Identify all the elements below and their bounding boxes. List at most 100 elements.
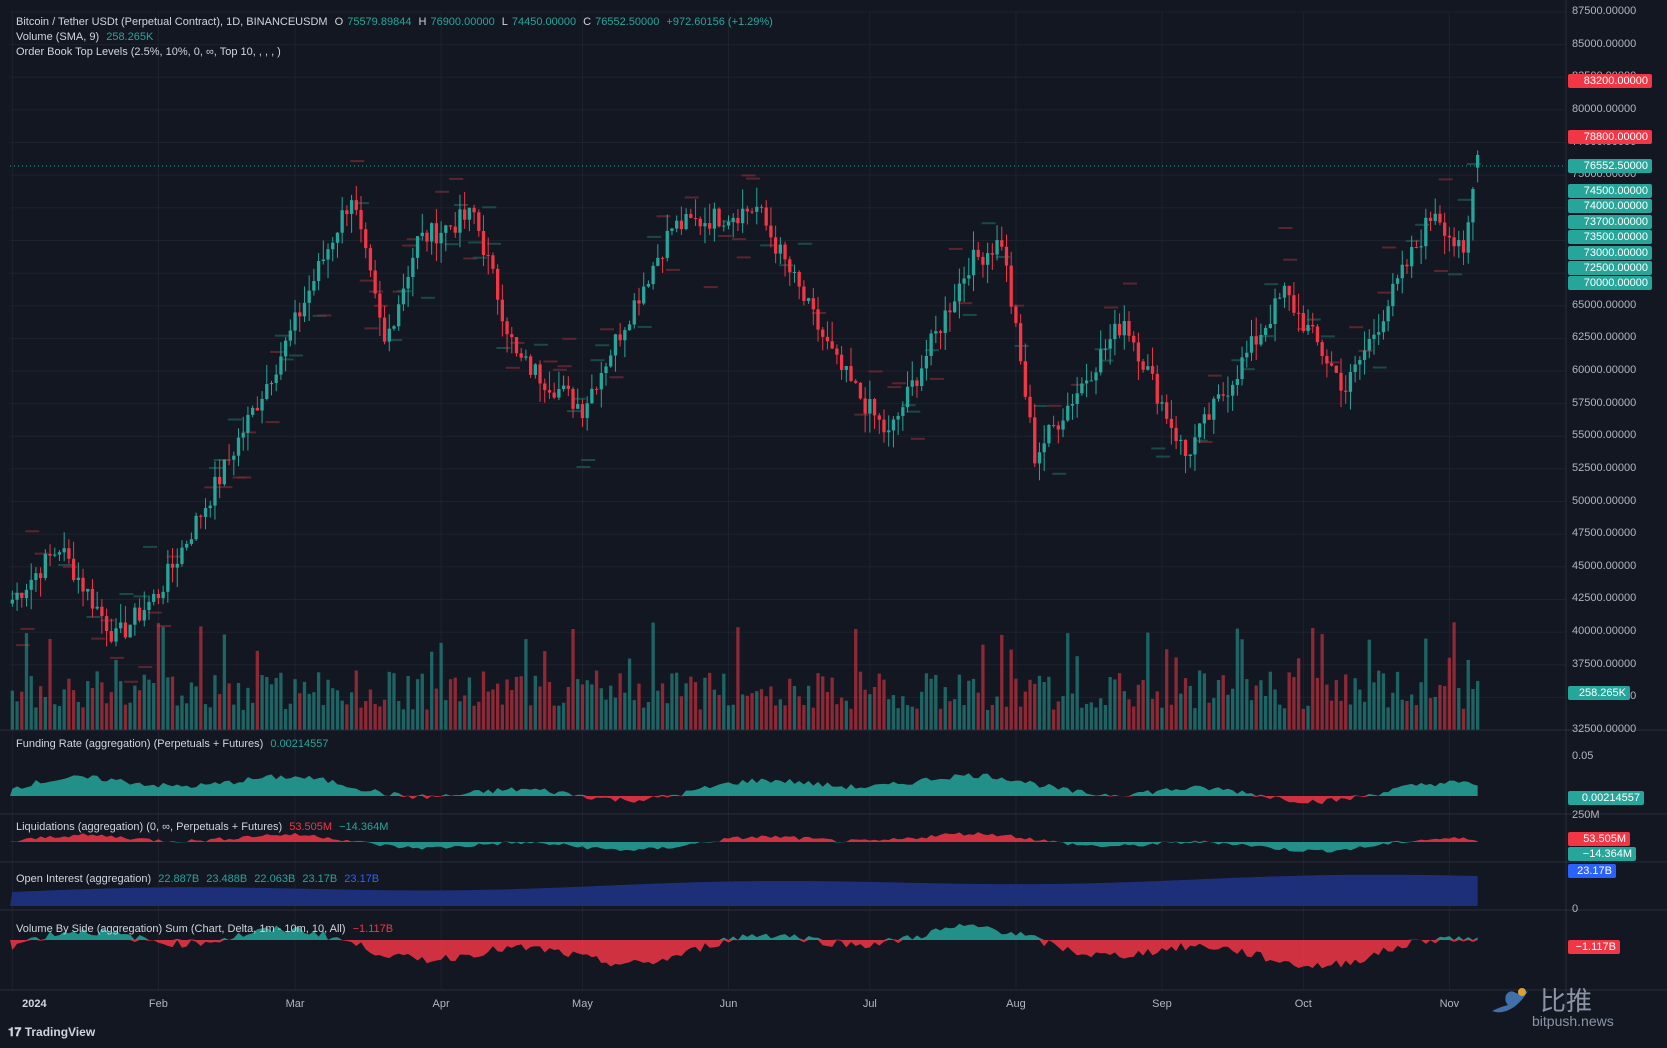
volume-bar xyxy=(392,673,396,730)
candle-body xyxy=(1009,265,1013,307)
candle-body xyxy=(90,588,95,609)
volume-bar xyxy=(920,691,924,730)
volume-bar xyxy=(764,696,768,730)
volume-bar xyxy=(910,706,914,730)
candle-body xyxy=(1004,246,1009,266)
candle-body xyxy=(283,340,288,357)
candle-body xyxy=(660,257,665,259)
candle-body xyxy=(1334,365,1338,373)
volume-bar xyxy=(156,623,161,730)
candle-body xyxy=(613,334,618,356)
candle-body xyxy=(656,257,660,266)
candle-body xyxy=(1028,396,1032,418)
candle-body xyxy=(863,398,867,414)
candle-body xyxy=(594,388,599,390)
volume-bar xyxy=(34,707,38,730)
time-tick: Jun xyxy=(719,998,738,1010)
volume-bar xyxy=(717,695,721,730)
price-tick: 32500.00000 xyxy=(1572,723,1637,735)
candle-body xyxy=(1183,439,1188,457)
candle-body xyxy=(434,223,439,244)
volume-bar xyxy=(618,673,622,730)
volume-bar xyxy=(905,705,910,730)
volume-bar xyxy=(708,672,712,730)
volume-bar xyxy=(740,694,745,730)
candle-body xyxy=(1372,334,1376,339)
candle-body xyxy=(1202,414,1207,424)
candle-body xyxy=(57,552,62,555)
candle-body xyxy=(128,624,132,638)
volume-bar xyxy=(425,709,429,730)
candle-body xyxy=(901,407,905,416)
candle-body xyxy=(1287,285,1291,296)
volume-bar xyxy=(495,683,500,730)
candle-body xyxy=(1377,332,1381,335)
candle-body xyxy=(293,312,297,331)
candle-body xyxy=(1033,417,1037,464)
volume-bar xyxy=(1207,702,1211,730)
volume-bar xyxy=(938,708,943,730)
candle-body xyxy=(1212,398,1216,420)
candle-body xyxy=(1160,402,1164,404)
volume-bar xyxy=(185,703,189,730)
candle-body xyxy=(1240,357,1244,379)
volume-bar xyxy=(359,707,363,730)
candle-body xyxy=(976,249,980,257)
liquidations-long-value: 53.505M xyxy=(289,821,333,833)
volume-by-side-positive xyxy=(10,923,1478,940)
volume-bar xyxy=(15,701,19,730)
candle-body xyxy=(114,628,118,642)
candle-body xyxy=(335,232,340,243)
time-tick: Mar xyxy=(285,998,305,1010)
candle-body xyxy=(1099,349,1103,373)
candle-body xyxy=(147,601,151,611)
candle-body xyxy=(1268,323,1272,328)
volume-bar xyxy=(90,688,95,730)
candle-body xyxy=(849,366,853,381)
candle-body xyxy=(1245,352,1249,358)
volume-bar xyxy=(868,694,872,730)
volume-bar xyxy=(1348,704,1353,730)
volume-bar xyxy=(10,690,15,730)
volume-bar xyxy=(189,682,194,730)
candle-body xyxy=(953,301,957,313)
candle-body xyxy=(740,208,745,224)
candle-body xyxy=(161,591,165,599)
candle-body xyxy=(1169,418,1174,428)
time-tick: 2024 xyxy=(22,998,47,1010)
price-tick: 57500.00000 xyxy=(1572,396,1637,409)
candle-body xyxy=(1386,306,1390,322)
candle-body xyxy=(962,278,966,284)
volume-bar xyxy=(500,704,505,730)
candle-body xyxy=(1070,403,1075,406)
volume-bar xyxy=(1400,699,1404,730)
candle-body xyxy=(1339,372,1343,391)
candle-body xyxy=(180,547,184,564)
volume-bar xyxy=(561,702,566,730)
tradingview-logo[interactable]: 𝟏𝟕 TradingView xyxy=(8,1025,95,1040)
close-value: 76552.50000 xyxy=(595,16,660,28)
candle-body xyxy=(1362,350,1367,360)
volume-bar xyxy=(24,633,29,730)
candle-body xyxy=(175,563,179,568)
volume-bar xyxy=(1160,707,1164,730)
candle-body xyxy=(15,592,19,600)
funding-label: Funding Rate (aggregation) (Perpetuals +… xyxy=(16,738,264,750)
candle-body xyxy=(835,348,839,355)
candle-body xyxy=(156,593,161,599)
candle-body xyxy=(557,388,561,398)
candle-body xyxy=(260,398,264,411)
price-tick: 52500.00000 xyxy=(1572,461,1637,474)
volume-bar xyxy=(698,709,702,730)
volume-bar xyxy=(123,704,128,730)
volume-bar xyxy=(924,673,929,730)
volume-bar xyxy=(199,626,203,730)
volume-bar xyxy=(1056,701,1060,730)
candle-body xyxy=(1428,217,1433,222)
candle-body xyxy=(1136,342,1141,362)
candle-body xyxy=(255,407,260,411)
volume-bar xyxy=(298,693,302,730)
candle-body xyxy=(279,356,283,375)
candle-body xyxy=(137,607,142,621)
